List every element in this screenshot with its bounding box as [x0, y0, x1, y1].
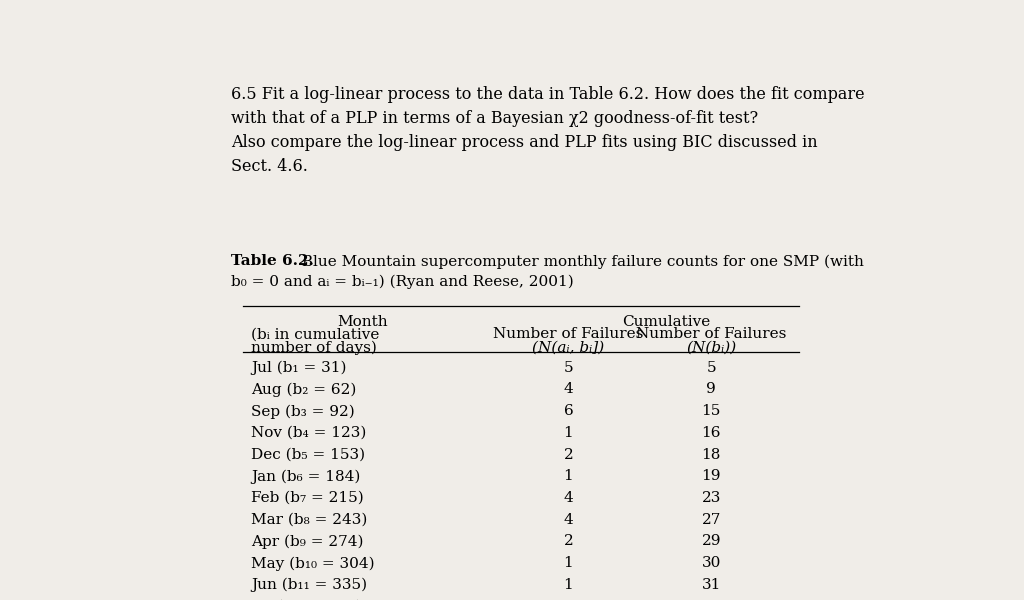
Text: 9: 9	[707, 382, 716, 397]
Text: 27: 27	[701, 513, 721, 527]
Text: Apr (b₉ = 274): Apr (b₉ = 274)	[251, 535, 364, 549]
Text: Jan (b₆ = 184): Jan (b₆ = 184)	[251, 469, 360, 484]
Text: Blue Mountain supercomputer monthly failure counts for one SMP (with: Blue Mountain supercomputer monthly fail…	[297, 254, 864, 269]
Text: May (b₁₀ = 304): May (b₁₀ = 304)	[251, 556, 375, 571]
Text: 4: 4	[563, 491, 573, 505]
Text: 1: 1	[563, 469, 573, 484]
Text: 2: 2	[563, 535, 573, 548]
Text: (N(bᵢ)): (N(bᵢ))	[686, 341, 736, 355]
Text: 16: 16	[701, 426, 721, 440]
Text: 5: 5	[563, 361, 573, 375]
Text: 5: 5	[707, 361, 716, 375]
Text: 23: 23	[701, 491, 721, 505]
Text: b₀ = 0 and aᵢ = bᵢ₋₁) (Ryan and Reese, 2001): b₀ = 0 and aᵢ = bᵢ₋₁) (Ryan and Reese, 2…	[231, 274, 573, 289]
Text: (N(aᵢ, bᵢ]): (N(aᵢ, bᵢ])	[532, 341, 604, 355]
Text: 1: 1	[563, 556, 573, 570]
Text: 15: 15	[701, 404, 721, 418]
Text: Nov (b₄ = 123): Nov (b₄ = 123)	[251, 426, 367, 440]
Text: 6: 6	[563, 404, 573, 418]
Text: 4: 4	[563, 382, 573, 397]
Text: 4: 4	[563, 513, 573, 527]
Text: (bᵢ in cumulative: (bᵢ in cumulative	[251, 328, 379, 341]
Text: Dec (b₅ = 153): Dec (b₅ = 153)	[251, 448, 366, 461]
Text: Month: Month	[337, 314, 387, 329]
Text: 31: 31	[701, 578, 721, 592]
Text: Table 6.2.: Table 6.2.	[231, 254, 314, 268]
Text: Sep (b₃ = 92): Sep (b₃ = 92)	[251, 404, 354, 419]
Text: 29: 29	[701, 535, 721, 548]
Text: number of days): number of days)	[251, 341, 377, 355]
Text: Aug (b₂ = 62): Aug (b₂ = 62)	[251, 382, 356, 397]
Text: 30: 30	[701, 556, 721, 570]
Text: Cumulative: Cumulative	[622, 314, 711, 329]
Text: Number of Failures: Number of Failures	[636, 328, 786, 341]
Text: Number of Failures: Number of Failures	[494, 328, 644, 341]
Text: Feb (b₇ = 215): Feb (b₇ = 215)	[251, 491, 364, 505]
Text: Jul (b₁ = 31): Jul (b₁ = 31)	[251, 361, 346, 375]
Text: 19: 19	[701, 469, 721, 484]
Text: 18: 18	[701, 448, 721, 461]
Text: 6.5 Fit a log-linear process to the data in Table 6.2. How does the fit compare
: 6.5 Fit a log-linear process to the data…	[231, 86, 865, 175]
Text: 1: 1	[563, 578, 573, 592]
Text: Jun (b₁₁ = 335): Jun (b₁₁ = 335)	[251, 578, 368, 592]
Text: 2: 2	[563, 448, 573, 461]
Text: Mar (b₈ = 243): Mar (b₈ = 243)	[251, 513, 368, 527]
Text: 1: 1	[563, 426, 573, 440]
